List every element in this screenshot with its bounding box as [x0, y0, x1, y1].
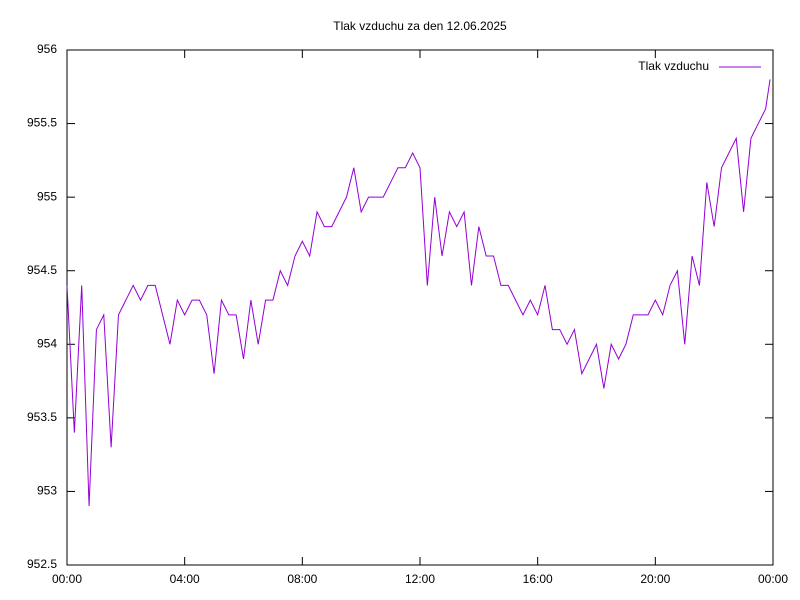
y-tick-label: 954 — [37, 336, 57, 350]
x-tick-label: 00:00 — [758, 572, 788, 586]
y-tick-label: 954.5 — [27, 263, 57, 277]
x-tick-label: 08:00 — [287, 572, 317, 586]
y-tick-label: 956 — [37, 42, 57, 56]
x-tick-label: 16:00 — [523, 572, 553, 586]
plot-border — [66, 49, 774, 566]
x-tick-label: 12:00 — [405, 572, 435, 586]
y-tick-label: 955.5 — [27, 116, 57, 130]
chart-title: Tlak vzduchu za den 12.06.2025 — [333, 19, 507, 33]
x-tick-label: 20:00 — [640, 572, 670, 586]
x-tick-label: 00:00 — [52, 572, 82, 586]
y-tick-label: 955 — [37, 189, 57, 203]
x-tick-label: 04:00 — [170, 572, 200, 586]
y-tick-label: 952.5 — [27, 557, 57, 571]
y-tick-label: 953.5 — [27, 410, 57, 424]
legend-label: Tlak vzduchu — [638, 59, 709, 73]
line-series — [66, 79, 771, 507]
y-tick-label: 953 — [37, 484, 57, 498]
